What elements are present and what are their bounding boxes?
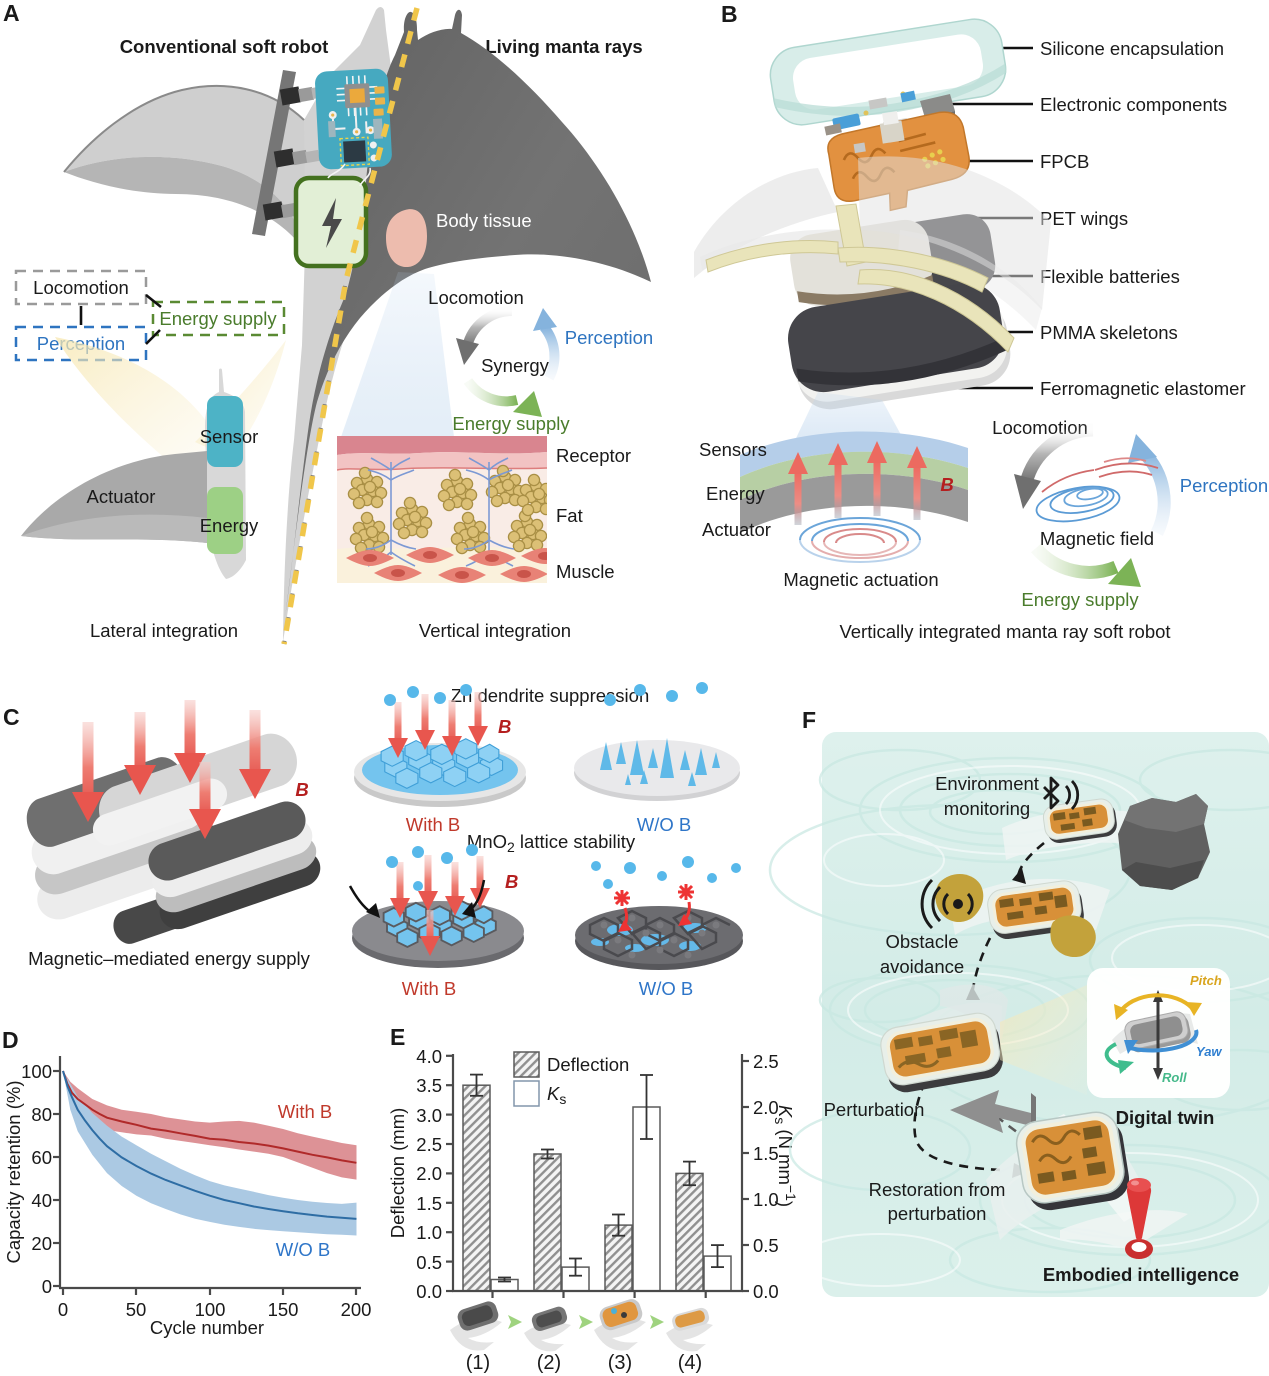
svg-text:150: 150 (268, 1299, 299, 1320)
svg-text:perturbation: perturbation (888, 1203, 987, 1224)
svg-text:Magnetic–mediated energy suppl: Magnetic–mediated energy supply (28, 948, 311, 969)
svg-text:Magnetic field: Magnetic field (1040, 528, 1154, 549)
svg-text:3.0: 3.0 (416, 1105, 442, 1126)
svg-text:Energy supply: Energy supply (1021, 589, 1139, 610)
svg-text:Embodied intelligence: Embodied intelligence (1043, 1264, 1239, 1285)
svg-text:Sensors: Sensors (699, 439, 767, 460)
svg-text:Restoration from: Restoration from (869, 1179, 1006, 1200)
svg-text:50: 50 (126, 1299, 147, 1320)
svg-text:B: B (505, 871, 518, 892)
svg-text:avoidance: avoidance (880, 956, 964, 977)
svg-text:With B: With B (406, 814, 460, 835)
svg-text:C: C (3, 704, 20, 730)
svg-text:MnO2 lattice stability: MnO2 lattice stability (467, 831, 636, 855)
svg-text:Perturbation: Perturbation (824, 1099, 925, 1120)
svg-text:0: 0 (58, 1299, 68, 1320)
svg-text:Perception: Perception (1180, 475, 1268, 496)
svg-text:1.0: 1.0 (416, 1222, 442, 1243)
svg-text:PMMA skeletons: PMMA skeletons (1040, 322, 1178, 343)
svg-text:Magnetic actuation: Magnetic actuation (783, 569, 938, 590)
svg-text:60: 60 (31, 1147, 52, 1168)
svg-text:Capacity retention (%): Capacity retention (%) (3, 1080, 24, 1263)
svg-text:monitoring: monitoring (944, 798, 1030, 819)
svg-text:D: D (2, 1027, 19, 1053)
svg-text:3.5: 3.5 (416, 1075, 442, 1096)
svg-text:With B: With B (402, 978, 456, 999)
svg-text:20: 20 (31, 1233, 52, 1254)
svg-text:(2): (2) (537, 1352, 561, 1374)
svg-text:Ks: Ks (547, 1083, 566, 1107)
svg-text:Receptor: Receptor (556, 445, 631, 466)
svg-text:2.0: 2.0 (753, 1097, 779, 1118)
svg-text:Obstacle: Obstacle (885, 931, 958, 952)
svg-text:Energy: Energy (706, 483, 765, 504)
svg-text:Deflection: Deflection (547, 1054, 629, 1075)
svg-text:Digital twin: Digital twin (1116, 1107, 1215, 1128)
svg-text:Electronic components: Electronic components (1040, 94, 1227, 115)
svg-text:Body tissue: Body tissue (436, 210, 532, 231)
svg-text:1.0: 1.0 (753, 1189, 779, 1210)
svg-text:Conventional soft robot: Conventional soft robot (120, 36, 329, 57)
svg-text:0.5: 0.5 (753, 1235, 779, 1256)
svg-text:Pitch: Pitch (1190, 973, 1222, 988)
svg-text:2.5: 2.5 (753, 1051, 779, 1072)
svg-text:(3): (3) (608, 1352, 632, 1374)
svg-text:1.5: 1.5 (753, 1143, 779, 1164)
svg-text:Roll: Roll (1162, 1070, 1187, 1085)
svg-text:100: 100 (21, 1061, 52, 1082)
svg-text:40: 40 (31, 1190, 52, 1211)
svg-text:Locomotion: Locomotion (33, 277, 129, 298)
svg-text:0: 0 (42, 1276, 52, 1297)
svg-text:Perception: Perception (565, 327, 653, 348)
svg-text:100: 100 (195, 1299, 226, 1320)
svg-text:Deflection (mm): Deflection (mm) (387, 1108, 408, 1239)
svg-text:Muscle: Muscle (556, 561, 615, 582)
svg-text:2.0: 2.0 (416, 1163, 442, 1184)
svg-text:Flexible batteries: Flexible batteries (1040, 266, 1180, 287)
svg-text:80: 80 (31, 1104, 52, 1125)
svg-text:0.0: 0.0 (753, 1281, 779, 1302)
svg-text:B: B (498, 716, 511, 737)
svg-text:(4): (4) (678, 1352, 702, 1374)
svg-text:A: A (3, 0, 20, 26)
svg-text:Silicone encapsulation: Silicone encapsulation (1040, 38, 1224, 59)
svg-text:Energy: Energy (200, 515, 259, 536)
svg-text:F: F (802, 707, 816, 733)
svg-text:E: E (390, 1024, 405, 1050)
svg-text:1.5: 1.5 (416, 1193, 442, 1214)
svg-text:Sensor: Sensor (200, 426, 259, 447)
svg-text:B: B (940, 474, 953, 495)
svg-text:FPCB: FPCB (1040, 151, 1089, 172)
svg-text:W/O B: W/O B (639, 978, 693, 999)
svg-text:Energy supply: Energy supply (159, 308, 277, 329)
svg-text:Vertically integrated manta ra: Vertically integrated manta ray soft rob… (839, 621, 1170, 642)
svg-text:Fat: Fat (556, 505, 583, 526)
svg-text:Lateral integration: Lateral integration (90, 620, 238, 641)
svg-text:Locomotion: Locomotion (428, 287, 524, 308)
svg-text:Synergy: Synergy (481, 355, 550, 376)
svg-text:Energy supply: Energy supply (452, 413, 570, 434)
svg-text:B: B (295, 779, 308, 800)
svg-text:Actuator: Actuator (702, 519, 771, 540)
svg-text:4.0: 4.0 (416, 1046, 442, 1067)
svg-text:Vertical integration: Vertical integration (419, 620, 571, 641)
svg-text:(1): (1) (466, 1352, 490, 1374)
svg-text:2.5: 2.5 (416, 1134, 442, 1155)
svg-text:0.0: 0.0 (416, 1281, 442, 1302)
svg-text:With B: With B (278, 1101, 332, 1122)
svg-text:Ferromagnetic elastomer: Ferromagnetic elastomer (1040, 378, 1246, 399)
svg-text:Zn dendrite suppression: Zn dendrite suppression (451, 685, 649, 706)
svg-text:Environment: Environment (935, 773, 1039, 794)
svg-text:200: 200 (341, 1299, 372, 1320)
svg-text:W/O B: W/O B (637, 814, 691, 835)
svg-text:Living manta rays: Living manta rays (485, 36, 642, 57)
svg-text:B: B (721, 1, 738, 27)
svg-text:Actuator: Actuator (87, 486, 156, 507)
svg-text:Yaw: Yaw (1196, 1044, 1222, 1059)
svg-text:PET wings: PET wings (1040, 208, 1128, 229)
svg-text:W/O B: W/O B (276, 1239, 330, 1260)
svg-text:Ks (N mm−1): Ks (N mm−1) (772, 1105, 799, 1207)
svg-text:Cycle number: Cycle number (150, 1317, 264, 1338)
svg-text:0.5: 0.5 (416, 1252, 442, 1273)
